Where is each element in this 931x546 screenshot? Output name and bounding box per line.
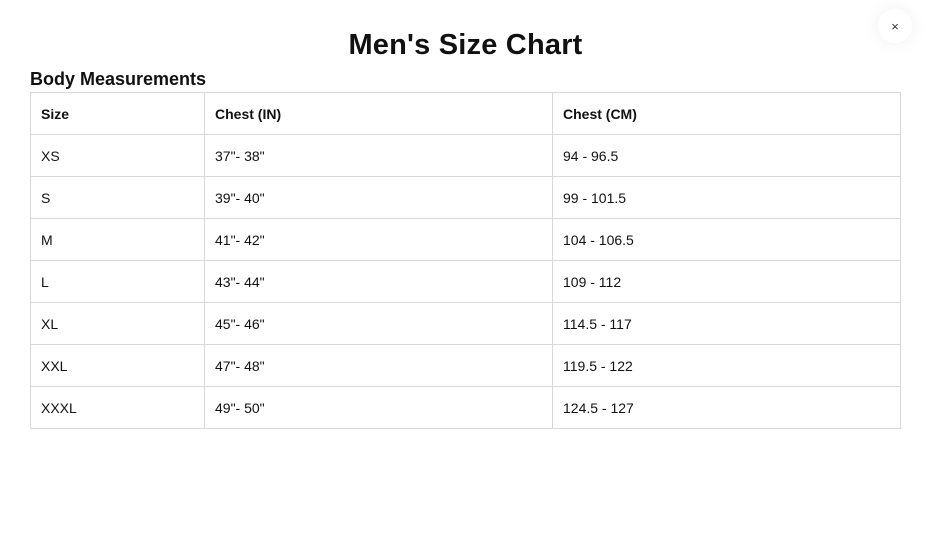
cell-chest-cm: 114.5 - 117 [552, 302, 901, 345]
cell-chest-in: 37"- 38" [204, 134, 553, 177]
header-chest-in: Chest (IN) [204, 92, 553, 135]
cell-size: S [30, 176, 205, 219]
table-row: XS 37"- 38" 94 - 96.5 [30, 134, 901, 177]
cell-chest-in: 41"- 42" [204, 218, 553, 261]
cell-chest-cm: 94 - 96.5 [552, 134, 901, 177]
cell-size: L [30, 260, 205, 303]
table-row: M 41"- 42" 104 - 106.5 [30, 218, 901, 261]
table-row: XL 45"- 46" 114.5 - 117 [30, 302, 901, 345]
table-header-row: Size Chest (IN) Chest (CM) [30, 92, 901, 135]
page-title: Men's Size Chart [348, 29, 583, 61]
section-title: Body Measurements [30, 69, 207, 89]
table-row: L 43"- 44" 109 - 112 [30, 260, 901, 303]
cell-size: XXL [30, 344, 205, 387]
cell-chest-cm: 109 - 112 [552, 260, 901, 303]
table-row: XXL 47"- 48" 119.5 - 122 [30, 344, 901, 387]
cell-size: M [30, 218, 205, 261]
cell-size: XXXL [30, 386, 205, 429]
cell-chest-cm: 124.5 - 127 [552, 386, 901, 429]
cell-chest-in: 47"- 48" [204, 344, 553, 387]
cell-chest-cm: 119.5 - 122 [552, 344, 901, 387]
header-size: Size [30, 92, 205, 135]
cell-chest-cm: 104 - 106.5 [552, 218, 901, 261]
header-chest-cm: Chest (CM) [552, 92, 901, 135]
cell-chest-in: 39"- 40" [204, 176, 553, 219]
cell-chest-in: 49"- 50" [204, 386, 553, 429]
cell-chest-in: 43"- 44" [204, 260, 553, 303]
table-row: S 39"- 40" 99 - 101.5 [30, 176, 901, 219]
cell-chest-in: 45"- 46" [204, 302, 553, 345]
close-icon: × [891, 18, 899, 34]
cell-size: XS [30, 134, 205, 177]
cell-size: XL [30, 302, 205, 345]
table-row: XXXL 49"- 50" 124.5 - 127 [30, 386, 901, 429]
cell-chest-cm: 99 - 101.5 [552, 176, 901, 219]
size-table: Size Chest (IN) Chest (CM) XS 37"- 38" 94 … [30, 92, 901, 429]
close-button[interactable]: × [878, 9, 912, 43]
